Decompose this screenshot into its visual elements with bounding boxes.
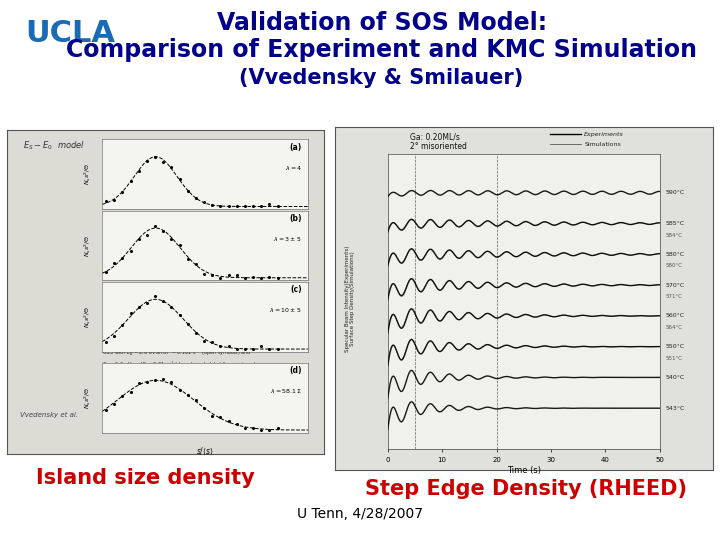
Text: Ga: 0.20ML/s: Ga: 0.20ML/s xyxy=(410,132,460,141)
Text: Island size density: Island size density xyxy=(36,468,255,488)
Text: $N_s s^2/\Theta$: $N_s s^2/\Theta$ xyxy=(83,234,93,256)
Text: Vvedensky et al.: Vvedensky et al. xyxy=(20,411,78,417)
Text: U Tenn, 4/28/2007: U Tenn, 4/28/2007 xyxy=(297,507,423,521)
Text: Comparison of Experiment and KMC Simulation: Comparison of Experiment and KMC Simulat… xyxy=(66,38,697,62)
Text: $E_S - E_0$  model: $E_S - E_0$ model xyxy=(23,139,85,152)
Text: Fig. 4. Island size distributions for In/Si(001) from Ref. [42]
(large symbols) : Fig. 4. Island size distributions for In… xyxy=(102,269,270,392)
Text: $s/\langle s \rangle$: $s/\langle s \rangle$ xyxy=(197,446,214,457)
Text: 2° misoriented: 2° misoriented xyxy=(410,143,467,151)
Text: UCLA: UCLA xyxy=(25,19,115,48)
Text: $N_s s^2/\Theta$: $N_s s^2/\Theta$ xyxy=(83,163,93,185)
Text: (Vvedensky & Smilauer): (Vvedensky & Smilauer) xyxy=(240,68,523,87)
Text: $N_s s^2/\Theta$: $N_s s^2/\Theta$ xyxy=(83,306,93,328)
Text: $N_s s^2/\Theta$: $N_s s^2/\Theta$ xyxy=(83,387,93,409)
Text: Step Edge Density (RHEED): Step Edge Density (RHEED) xyxy=(364,478,687,499)
Text: Simulations: Simulations xyxy=(585,143,621,147)
Text: Specular Beam Intensity(Experiments)
Surface Step Density(Simulations): Specular Beam Intensity(Experiments) Sur… xyxy=(345,245,356,352)
Text: Experiments: Experiments xyxy=(585,132,624,137)
Text: Validation of SOS Model:: Validation of SOS Model: xyxy=(217,11,546,35)
